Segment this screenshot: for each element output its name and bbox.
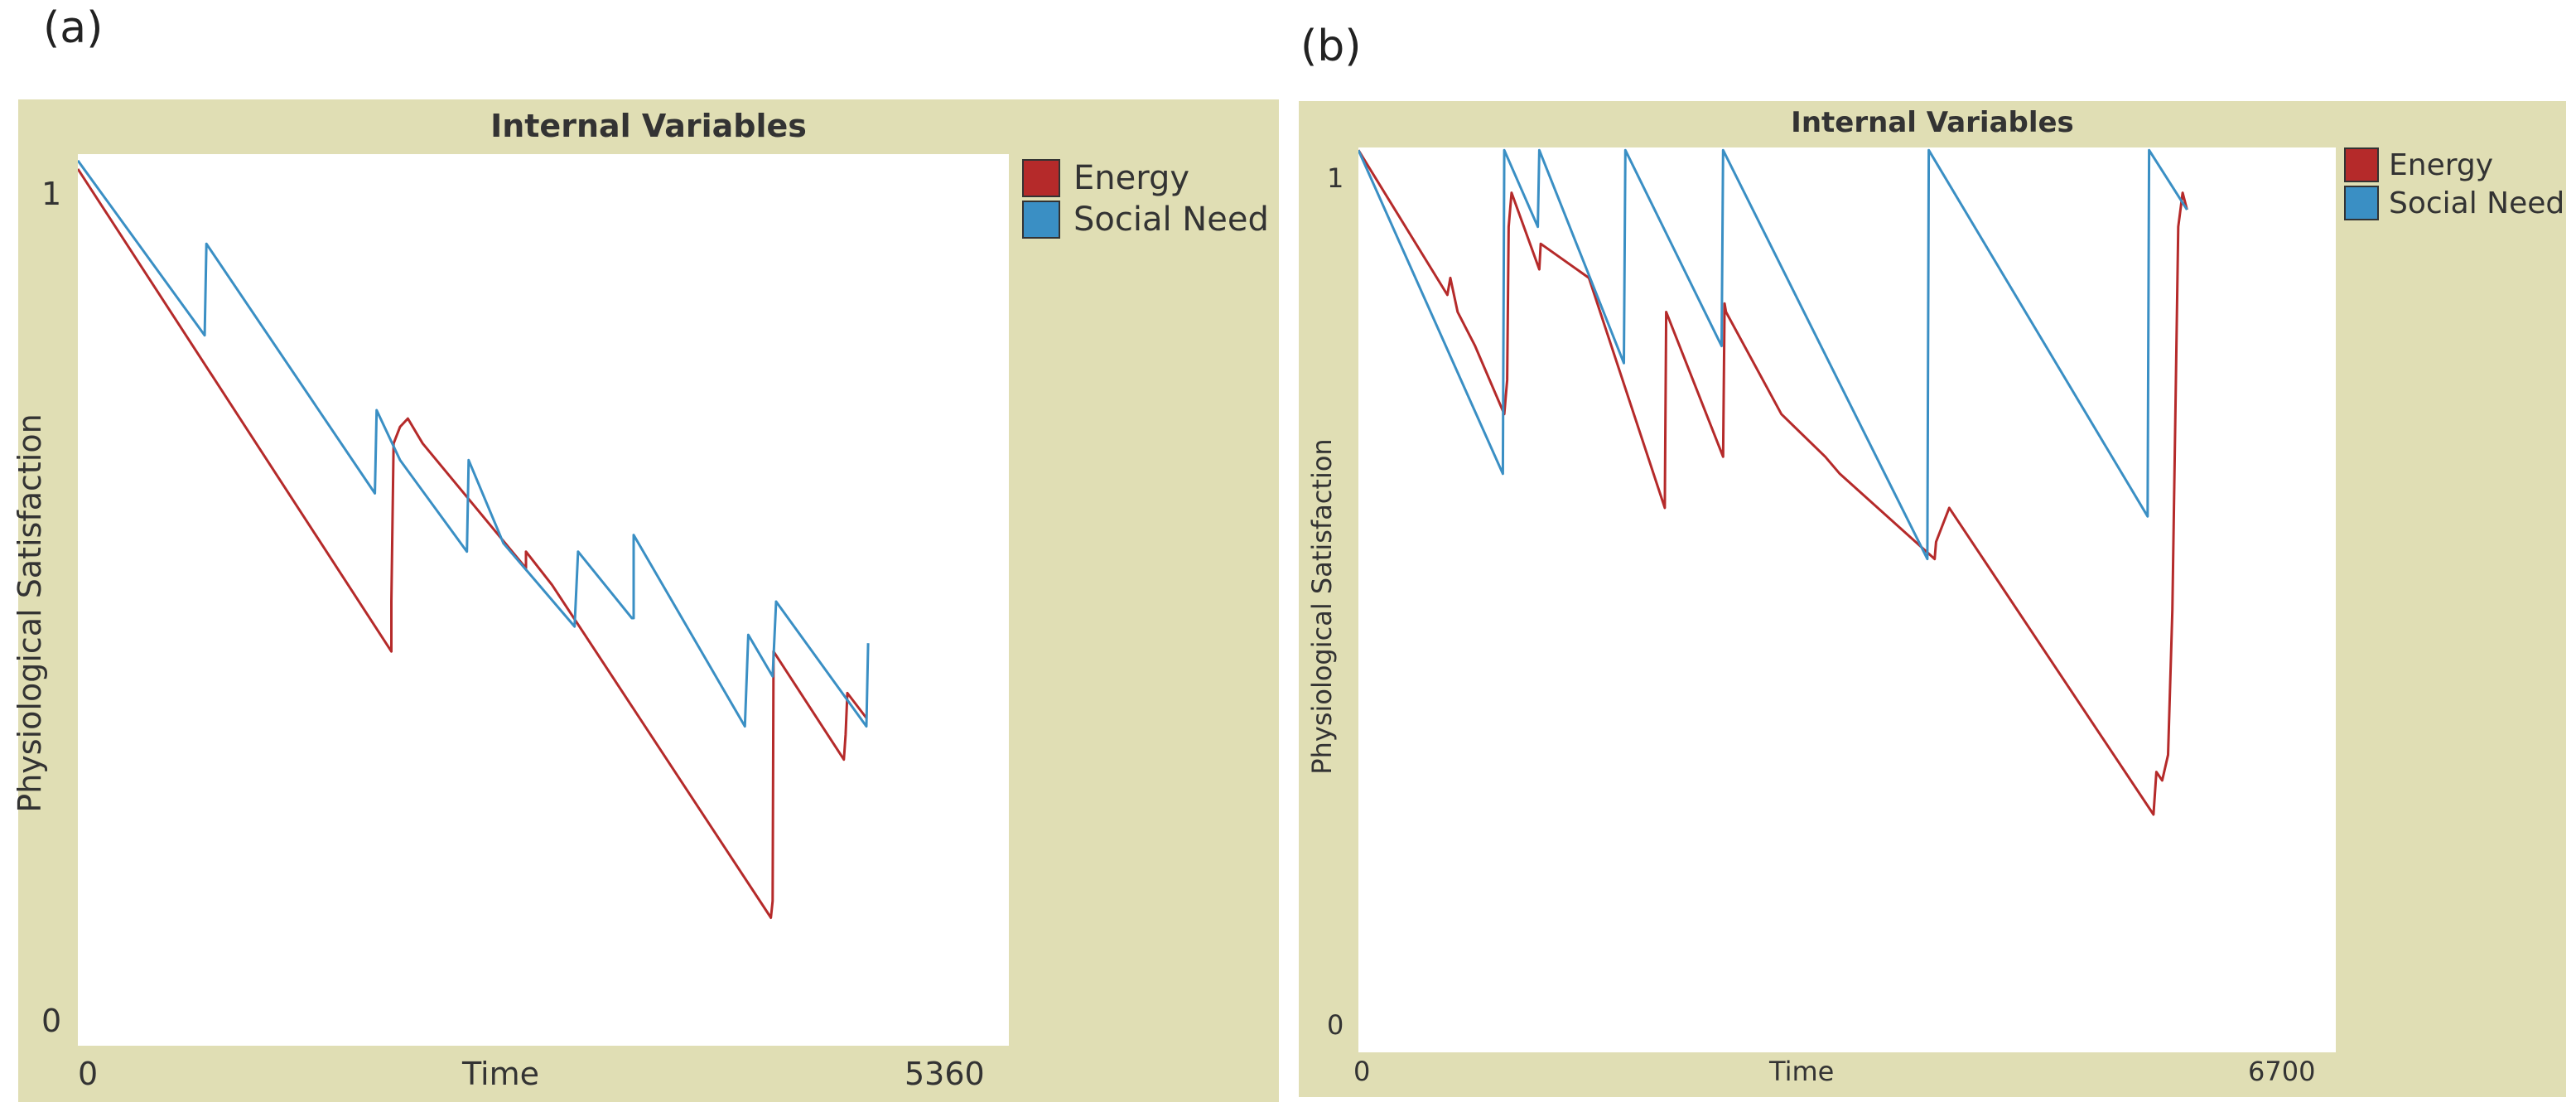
x-tick-label-min: 0: [78, 1056, 99, 1092]
panel-label-a: (a): [43, 3, 104, 53]
chart-svg: [78, 159, 870, 919]
chart-title: Internal Variables: [1791, 106, 2074, 139]
legend-label-social-need: Social Need: [2389, 186, 2565, 220]
chart-svg: [1358, 148, 2188, 816]
x-tick-label-max: 5360: [904, 1056, 985, 1092]
legend-label-energy: Energy: [1073, 159, 1190, 197]
legend: Energy Social Need: [2344, 147, 2564, 224]
chart-b: Internal Variables Physiological Satisfa…: [1299, 101, 2566, 1097]
y-axis-label: Physiological Satisfaction: [1306, 438, 1338, 775]
plot-area: [1358, 147, 2336, 1052]
legend-item-social-need: Social Need: [2344, 186, 2564, 220]
legend-swatch-energy: [2344, 147, 2379, 182]
y-axis-label: Physiological Satisfaction: [12, 413, 48, 813]
legend-swatch-energy: [1022, 159, 1060, 197]
legend-swatch-social-need: [1022, 201, 1060, 239]
series-line-energy: [78, 168, 868, 919]
x-axis-label: Time: [462, 1056, 539, 1092]
x-tick-label-min: 0: [1353, 1056, 1371, 1087]
legend-label-energy: Energy: [2389, 147, 2494, 182]
y-tick-label-max: 1: [41, 176, 62, 212]
chart-a: Internal Variables Physiological Satisfa…: [12, 99, 1279, 1102]
series-line-social-need: [78, 159, 870, 728]
x-axis-label: Time: [1769, 1056, 1835, 1087]
legend-item-energy: Energy: [1022, 159, 1269, 197]
x-tick-label-max: 6700: [2248, 1056, 2316, 1087]
panel-label-b: (b): [1300, 22, 1362, 71]
legend-item-social-need: Social Need: [1022, 201, 1269, 239]
series-line-social-need: [1358, 148, 2188, 561]
plot-area: [78, 154, 1009, 1046]
legend-label-social-need: Social Need: [1073, 201, 1269, 239]
y-tick-label-min: 0: [41, 1003, 62, 1039]
legend-swatch-social-need: [2344, 186, 2379, 220]
legend: Energy Social Need: [1022, 159, 1269, 242]
y-tick-label-max: 1: [1327, 162, 1344, 194]
chart-title: Internal Variables: [490, 108, 807, 144]
y-tick-label-min: 0: [1327, 1009, 1344, 1041]
legend-item-energy: Energy: [2344, 147, 2564, 182]
